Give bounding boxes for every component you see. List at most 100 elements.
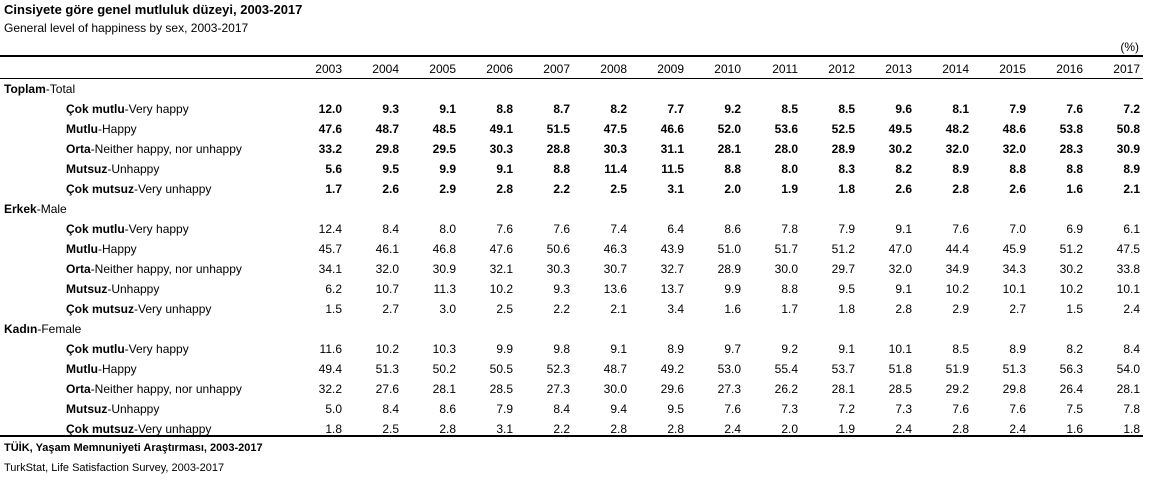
value-cell: 8.8 xyxy=(781,282,798,296)
empty-cell xyxy=(1086,199,1143,219)
value-cell: 51.3 xyxy=(1002,362,1026,376)
year-header: 2005 xyxy=(429,62,456,76)
empty-cell xyxy=(972,199,1029,219)
value-cell: 47.5 xyxy=(603,122,627,136)
value-cell: 2.1 xyxy=(610,302,627,316)
value-cell: 50.8 xyxy=(1116,122,1140,136)
value-cell: 1.6 xyxy=(1066,422,1083,436)
value-cell: 8.8 xyxy=(724,162,741,176)
value-cell: 32.2 xyxy=(318,382,342,396)
value-cell: 26.2 xyxy=(774,382,798,396)
value-cell: 7.6 xyxy=(1009,402,1026,416)
section-label-tr: Toplam xyxy=(4,82,46,96)
value-cell: 2.5 xyxy=(382,422,399,436)
section-label: Toplam-Total xyxy=(0,79,288,99)
value-cell: 9.3 xyxy=(382,102,399,116)
value-cell: 2.2 xyxy=(553,302,570,316)
header-rule xyxy=(0,78,1143,79)
value-cell: 32.0 xyxy=(945,142,969,156)
value-cell: 7.3 xyxy=(895,402,912,416)
year-header: 2014 xyxy=(942,62,969,76)
table-subtitle: General level of happiness by sex, 2003-… xyxy=(4,21,249,35)
value-cell: 48.7 xyxy=(375,122,399,136)
value-cell: 2.8 xyxy=(952,182,969,196)
empty-cell xyxy=(630,199,687,219)
value-cell: 8.9 xyxy=(667,342,684,356)
value-cell: 7.6 xyxy=(724,402,741,416)
value-cell: 28.8 xyxy=(546,142,570,156)
value-cell: 10.2 xyxy=(375,342,399,356)
value-cell: 28.9 xyxy=(717,262,741,276)
year-header: 2003 xyxy=(315,62,342,76)
empty-cell xyxy=(573,79,630,99)
value-cell: 30.2 xyxy=(888,142,912,156)
empty-cell xyxy=(459,79,516,99)
empty-cell xyxy=(516,319,573,339)
value-cell: 10.1 xyxy=(1002,282,1026,296)
table-row: Çok mutsuz-Very unhappy 1.5 2.7 3.0 2.5 2.2 2.… xyxy=(0,299,1143,319)
empty-cell xyxy=(972,319,1029,339)
value-cell: 12.0 xyxy=(318,102,342,116)
value-cell: 9.1 xyxy=(895,222,912,236)
value-cell: 7.5 xyxy=(1066,402,1083,416)
value-cell: 2.4 xyxy=(1009,422,1026,436)
value-cell: 1.9 xyxy=(781,182,798,196)
value-cell: 8.0 xyxy=(781,162,798,176)
value-cell: 7.2 xyxy=(1123,102,1140,116)
year-header: 2004 xyxy=(372,62,399,76)
table-row: Çok mutlu-Very happy 12.4 8.4 8.0 7.6 7.6 7.4 6… xyxy=(0,219,1143,239)
value-cell: 7.6 xyxy=(496,222,513,236)
value-cell: 49.1 xyxy=(489,122,513,136)
value-cell: 52.3 xyxy=(546,362,570,376)
row-label-tr: Çok mutsuz xyxy=(66,182,135,196)
empty-cell xyxy=(402,319,459,339)
value-cell: 2.1 xyxy=(1123,182,1140,196)
value-cell: 28.9 xyxy=(831,142,855,156)
empty-cell xyxy=(573,319,630,339)
table-row: Mutlu-Happy 45.7 46.1 46.8 47.6 50.6 46.3 43.9 5… xyxy=(0,239,1143,259)
row-label-en: -Neither happy, nor unhappy xyxy=(90,382,242,396)
empty-cell xyxy=(459,319,516,339)
year-header: 2008 xyxy=(600,62,627,76)
row-label: Mutsuz-Unhappy xyxy=(0,399,288,419)
value-cell: 49.5 xyxy=(888,122,912,136)
bottom-rule xyxy=(0,435,1143,437)
value-cell: 7.6 xyxy=(952,402,969,416)
value-cell: 47.6 xyxy=(489,242,513,256)
empty-cell xyxy=(288,319,345,339)
empty-cell xyxy=(744,319,801,339)
empty-cell xyxy=(573,199,630,219)
value-cell: 51.2 xyxy=(831,242,855,256)
value-cell: 48.6 xyxy=(1002,122,1026,136)
value-cell: 32.7 xyxy=(660,262,684,276)
row-label: Mutlu-Happy xyxy=(0,359,288,379)
table-row: Çok mutsuz-Very unhappy 1.7 2.6 2.9 2.8 2.2 2.… xyxy=(0,179,1143,199)
empty-cell xyxy=(744,199,801,219)
year-header: 2010 xyxy=(714,62,741,76)
value-cell: 8.8 xyxy=(496,102,513,116)
header-row: 2003 2004 2005 2006 2007 2008 2009 2010 2011 2012… xyxy=(0,59,1143,79)
empty-cell xyxy=(801,319,858,339)
value-cell: 8.4 xyxy=(382,402,399,416)
value-cell: 28.3 xyxy=(1059,142,1083,156)
value-cell: 28.5 xyxy=(888,382,912,396)
top-rule xyxy=(0,55,1143,57)
value-cell: 30.7 xyxy=(603,262,627,276)
table-row: Mutlu-Happy 47.6 48.7 48.5 49.1 51.5 47.5 46.6 5… xyxy=(0,119,1143,139)
value-cell: 7.6 xyxy=(952,222,969,236)
row-label-en: -Happy xyxy=(98,362,137,376)
row-label-en: -Very unhappy xyxy=(134,182,212,196)
value-cell: 29.8 xyxy=(375,142,399,156)
value-cell: 9.1 xyxy=(895,282,912,296)
empty-cell xyxy=(858,199,915,219)
value-cell: 30.0 xyxy=(603,382,627,396)
value-cell: 10.1 xyxy=(1116,282,1140,296)
year-header: 2016 xyxy=(1056,62,1083,76)
value-cell: 44.4 xyxy=(945,242,969,256)
value-cell: 34.9 xyxy=(945,262,969,276)
value-cell: 2.5 xyxy=(496,302,513,316)
empty-cell xyxy=(516,199,573,219)
value-cell: 2.8 xyxy=(667,422,684,436)
value-cell: 2.4 xyxy=(1123,302,1140,316)
value-cell: 1.5 xyxy=(325,302,342,316)
